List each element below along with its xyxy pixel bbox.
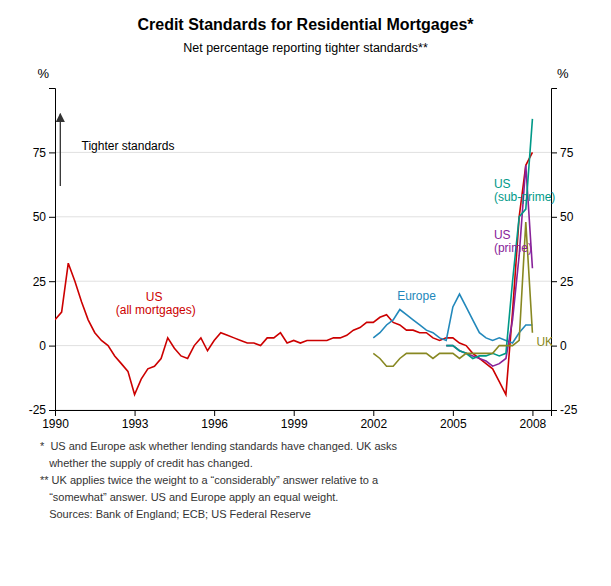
tick: 0	[39, 339, 55, 353]
footnote: * US and Europe ask whether lending stan…	[40, 440, 398, 452]
tick-label: -25	[560, 403, 578, 417]
series-label-line: UK	[536, 335, 553, 349]
series-label-line: (prime)	[494, 241, 532, 255]
tick-label: 1999	[281, 417, 308, 431]
tick-label: 25	[33, 275, 47, 289]
footnote: Sources: Bank of England; ECB; US Federa…	[40, 508, 311, 520]
tick-label: 2008	[520, 417, 547, 431]
tick: 75	[551, 146, 574, 160]
y-axis: -25 0 25 50 75	[29, 89, 56, 418]
tick: 1993	[122, 410, 149, 431]
grid-line	[55, 281, 551, 282]
footnote: whether the supply of credit has changed…	[40, 457, 253, 469]
tick-label: 2005	[440, 417, 467, 431]
subtitle: Net percentage reporting tighter standar…	[183, 41, 428, 55]
grid-line	[55, 216, 551, 217]
tick-label: 1993	[122, 417, 149, 431]
tick-mark	[49, 346, 55, 347]
tick-mark	[49, 281, 55, 282]
series-line	[373, 222, 532, 366]
tick-mark	[49, 410, 55, 411]
tick: -25	[29, 403, 55, 417]
footnote: “somewhat” answer. US and Europe apply a…	[40, 491, 338, 503]
tick: 75	[33, 146, 55, 160]
grid	[55, 152, 551, 410]
tick-mark	[49, 217, 55, 218]
annotation: Tighter standards	[82, 139, 175, 153]
tick: -25	[551, 403, 578, 417]
y-axis-label: %	[37, 66, 49, 81]
tick-mark	[551, 281, 557, 282]
series-label: US (all mortgages)	[116, 290, 196, 317]
tick-mark	[373, 410, 374, 416]
tick-mark	[551, 410, 557, 411]
tick-mark	[551, 217, 557, 218]
series-label-line: Europe	[397, 289, 436, 303]
series-label-line: US	[494, 177, 514, 191]
footnote: ** UK applies twice the weight to a “con…	[40, 474, 379, 486]
tick-label: -25	[29, 403, 47, 417]
series-label: Europe	[397, 289, 436, 303]
y2-axis-label: %	[557, 66, 569, 81]
x-axis: 1990 1993 1996 1999 2002 2005 2008	[42, 410, 551, 431]
tick: 1999	[281, 410, 308, 431]
chart: Credit Standards for Residential Mortgag…	[0, 0, 611, 586]
tick-mark	[551, 152, 557, 153]
tick-label: 1996	[201, 417, 228, 431]
axis-line	[49, 89, 56, 411]
tick: 1996	[201, 410, 228, 431]
tick-mark	[214, 410, 215, 416]
tick-mark	[294, 410, 295, 416]
annotation-arrow	[60, 114, 61, 186]
tick-mark	[49, 152, 55, 153]
series-label: US (sub-prime)	[494, 177, 555, 204]
tick-label: 2002	[360, 417, 387, 431]
tick: 50	[33, 210, 55, 224]
tick: 25	[551, 275, 574, 289]
tick: 1990	[42, 410, 69, 431]
series-label-line: US	[146, 290, 166, 304]
tick-label: 0	[560, 339, 567, 353]
axis-line	[56, 411, 552, 417]
y2-axis: -25 0 25 50 75	[551, 89, 578, 418]
tick-label: 1990	[42, 417, 69, 431]
tick-label: 25	[560, 275, 574, 289]
tick-mark	[532, 410, 533, 416]
grid-line	[55, 345, 551, 346]
series-line	[55, 152, 532, 394]
series-label-line: US	[494, 228, 514, 242]
tick: 50	[551, 210, 574, 224]
tick: 2008	[520, 410, 547, 431]
tick: 2002	[360, 410, 387, 431]
series-label-line: (all mortgages)	[116, 303, 196, 317]
series-label: US (prime)	[494, 228, 532, 255]
tick-mark	[135, 410, 136, 416]
tick: 0	[551, 339, 567, 353]
tick: 2005	[440, 410, 467, 431]
title: Credit Standards for Residential Mortgag…	[137, 16, 474, 33]
series-label: UK	[536, 335, 553, 349]
tick-label: 50	[33, 210, 47, 224]
tick-label: 0	[39, 339, 46, 353]
tick-label: 50	[560, 210, 574, 224]
axis-line	[552, 89, 558, 411]
lines	[55, 119, 532, 395]
tick-label: 75	[560, 146, 574, 160]
plot: 1990199319961999200220052008-250255075-2…	[29, 66, 578, 431]
tick-label: 75	[33, 146, 47, 160]
tick-mark	[453, 410, 454, 416]
series-label-line: (sub-prime)	[494, 190, 555, 204]
tick: 25	[33, 275, 55, 289]
